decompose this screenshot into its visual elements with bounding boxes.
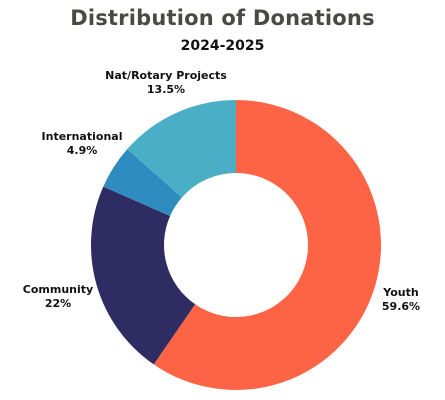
slice-label-youth-value: 59.6% bbox=[381, 300, 421, 313]
slice-label-community: Community 22% bbox=[18, 283, 98, 311]
slice-label-nat-rotary-name: Nat/Rotary Projects bbox=[105, 69, 227, 82]
slice-label-youth: Youth 59.6% bbox=[376, 286, 426, 314]
chart-title: Distribution of Donations bbox=[70, 6, 375, 30]
slice-label-community-name: Community bbox=[22, 283, 94, 296]
slice-community bbox=[91, 186, 196, 365]
slice-label-international: International 4.9% bbox=[34, 130, 130, 158]
slice-label-nat-rotary-value: 13.5% bbox=[146, 83, 186, 96]
slice-label-youth-name: Youth bbox=[383, 286, 419, 299]
slice-label-international-name: International bbox=[41, 130, 123, 143]
slice-label-international-value: 4.9% bbox=[66, 144, 98, 157]
chart-subtitle: 2024-2025 bbox=[180, 38, 265, 54]
slice-label-community-value: 22% bbox=[44, 297, 72, 310]
slice-international bbox=[103, 149, 182, 216]
slice-youth bbox=[153, 100, 381, 390]
slice-nat-rotary bbox=[127, 100, 236, 198]
slice-label-nat-rotary: Nat/Rotary Projects 13.5% bbox=[96, 69, 236, 97]
